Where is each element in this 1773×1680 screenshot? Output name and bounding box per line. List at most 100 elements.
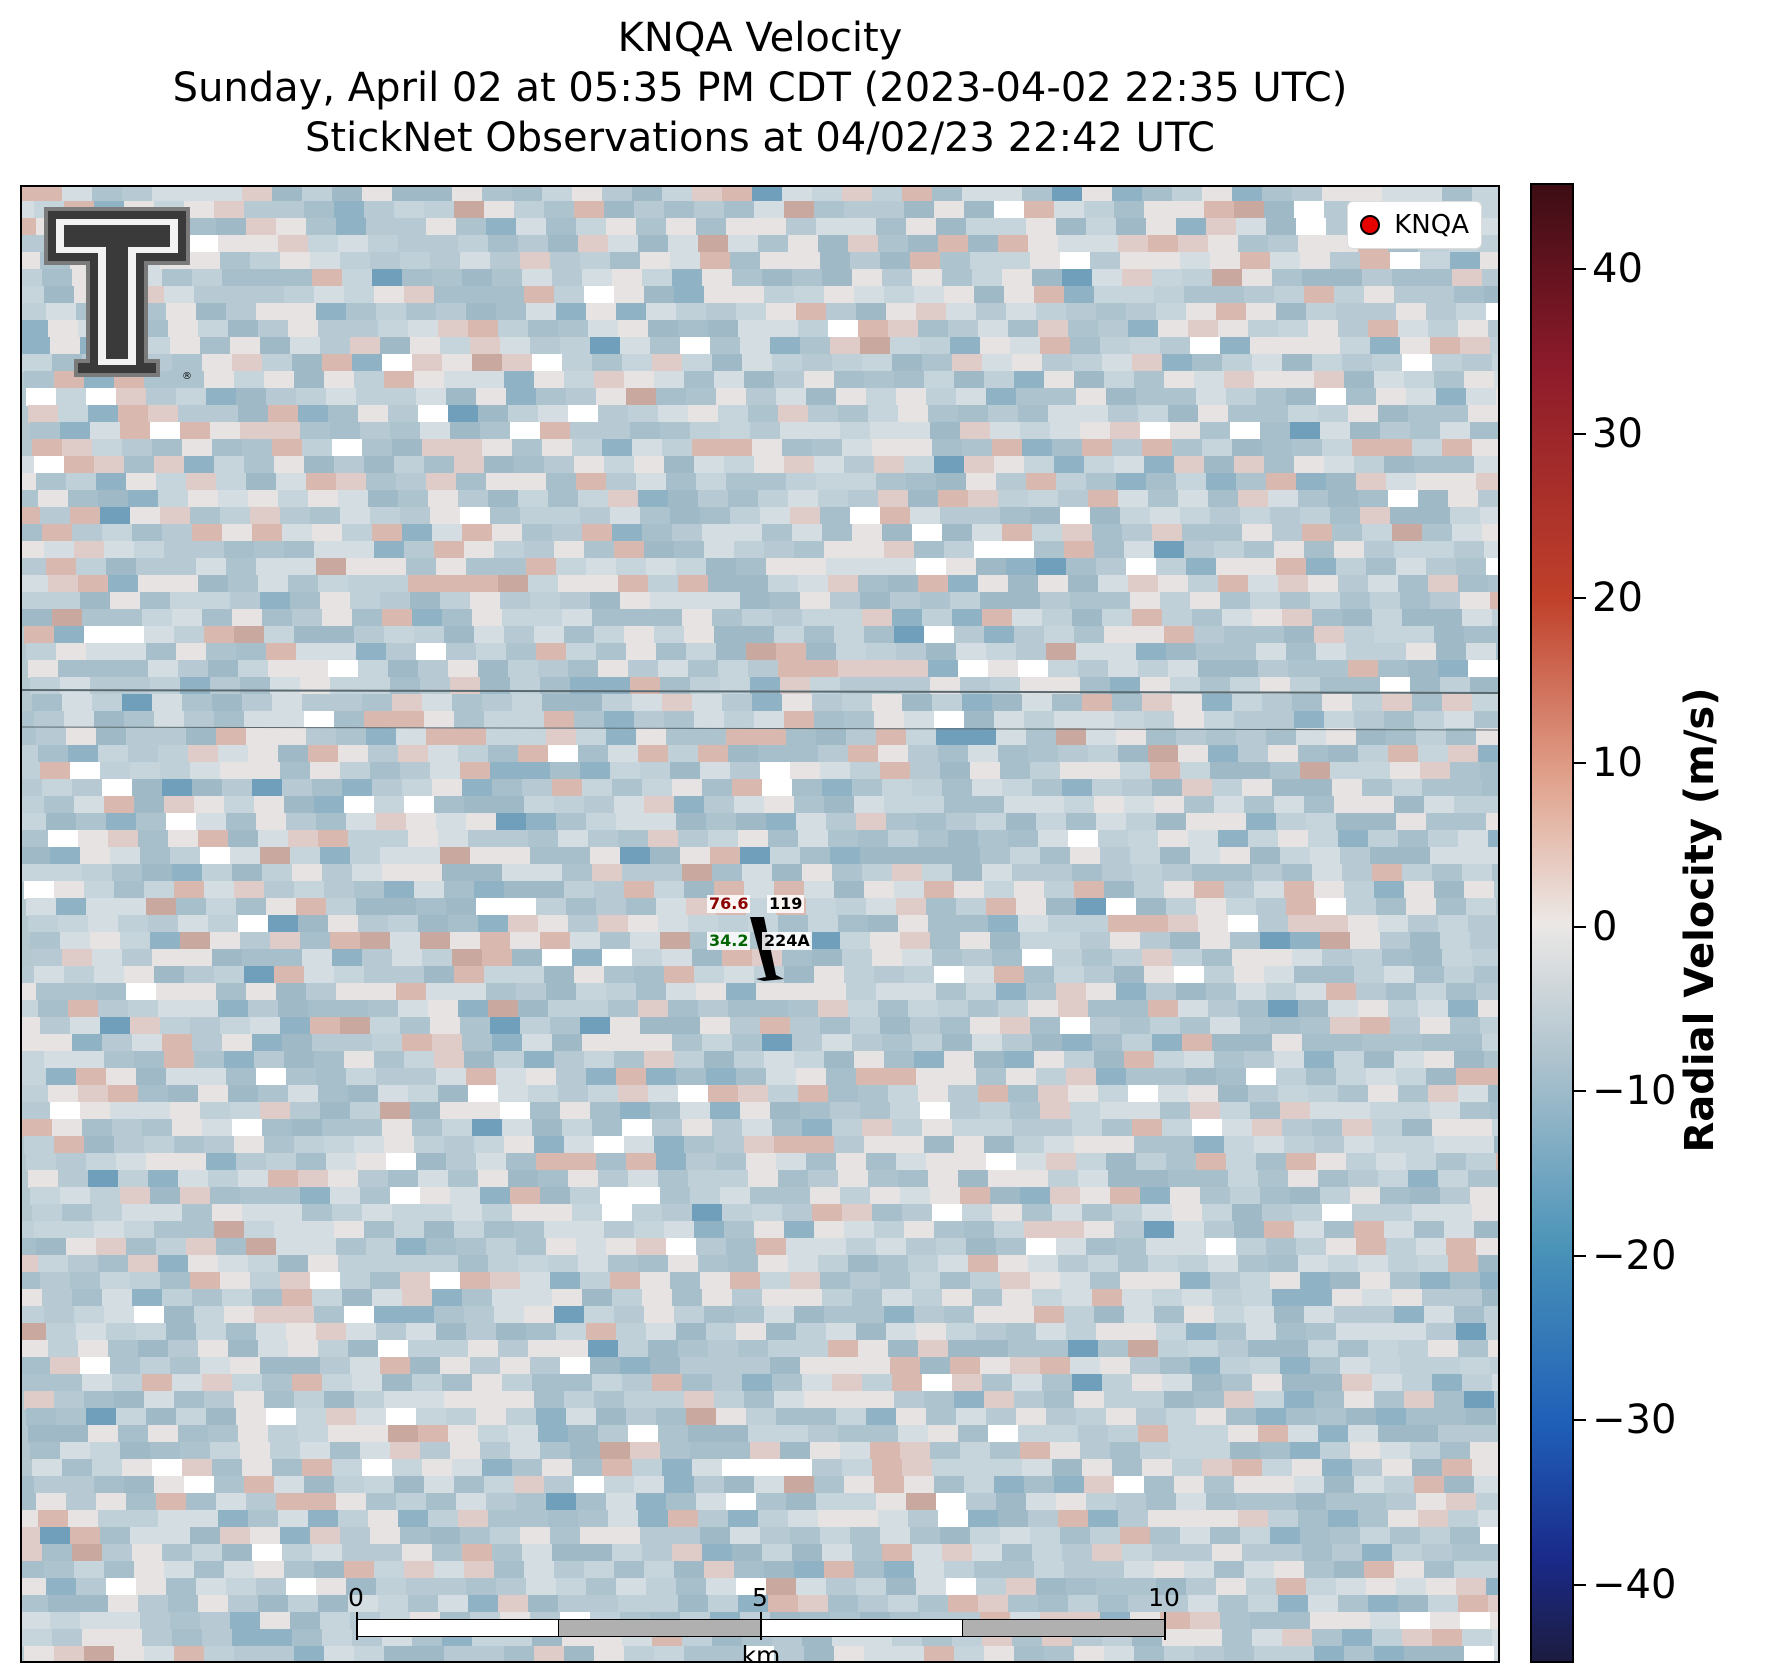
scale-tick [760,1612,762,1640]
velocity-gate [1258,660,1289,678]
velocity-gate [966,1238,997,1256]
velocity-gate [686,643,717,661]
velocity-gate [646,1578,677,1596]
velocity-gate [960,932,991,950]
velocity-gate [286,1578,317,1596]
velocity-gate [1114,1221,1145,1239]
velocity-gate [1388,1510,1419,1528]
velocity-gate [982,864,1013,882]
radar-velocity-map[interactable]: ® KNQA 76.6 119 34.2 224A 0 5 10 km [20,185,1500,1663]
velocity-gate [772,354,803,372]
velocity-gate [1344,1136,1375,1154]
velocity-gate [1288,405,1319,423]
velocity-gate [1146,1238,1177,1256]
velocity-gate [808,405,839,423]
velocity-gate [770,592,801,610]
velocity-gate [1492,1374,1498,1392]
velocity-gate [1286,643,1317,661]
velocity-gate [720,1442,751,1460]
velocity-gate [824,1051,855,1069]
velocity-gate [634,711,665,729]
velocity-gate [1186,813,1217,831]
velocity-gate [962,1204,993,1222]
velocity-gate [988,405,1019,423]
velocity-gate [894,371,925,389]
velocity-gate [1292,949,1323,967]
velocity-gate [958,1425,989,1443]
velocity-gate [1118,1000,1149,1018]
velocity-gate [446,1408,477,1426]
velocity-gate [432,779,463,797]
velocity-gate [798,1085,829,1103]
velocity-gate [1298,745,1329,763]
velocity-gate [1276,1323,1307,1341]
velocity-gate [448,1425,479,1443]
velocity-gate [1498,1170,1500,1188]
velocity-gate [174,626,205,644]
velocity-gate [1234,1476,1265,1494]
velocity-gate [672,1034,703,1052]
velocity-gate [480,1187,511,1205]
velocity-gate [1492,864,1498,882]
velocity-gate [228,1340,259,1358]
velocity-gate [100,507,131,525]
velocity-gate [1078,1170,1109,1188]
velocity-gate [234,1136,265,1154]
velocity-gate [132,1034,163,1052]
velocity-gate [504,371,535,389]
velocity-gate [1478,1510,1498,1528]
velocity-gate [286,558,317,576]
velocity-gate [1246,813,1277,831]
velocity-gate [514,1221,545,1239]
velocity-gate [930,1442,961,1460]
velocity-gate [1184,1051,1215,1069]
velocity-gate [1436,898,1467,916]
velocity-gate [658,1170,689,1188]
velocity-gate [784,456,815,474]
velocity-gate [194,286,225,304]
velocity-gate [300,1187,331,1205]
velocity-gate [442,609,473,627]
velocity-gate [864,371,895,389]
velocity-gate [664,201,695,219]
velocity-gate [1172,187,1203,202]
velocity-gate [1000,1272,1031,1290]
velocity-gate [452,439,483,457]
velocity-gate [424,1476,455,1494]
velocity-gate [804,626,835,644]
velocity-gate [1324,456,1355,474]
velocity-gate [1420,1017,1451,1035]
velocity-gate [262,354,293,372]
velocity-gate [340,1272,371,1290]
velocity-gate [956,898,987,916]
velocity-gate [208,1425,239,1443]
velocity-gate [1498,915,1500,933]
velocity-gate [1062,524,1093,542]
velocity-gate [282,1544,313,1562]
velocity-gate [580,507,611,525]
velocity-gate [1084,456,1115,474]
velocity-gate [284,541,315,559]
velocity-gate [418,405,449,423]
velocity-gate [1316,1153,1347,1171]
velocity-gate [166,1323,197,1341]
velocity-gate [904,1476,935,1494]
velocity-gate [1324,711,1355,729]
velocity-gate [516,728,547,746]
velocity-gate [1260,1442,1291,1460]
velocity-gate [220,1017,251,1035]
velocity-gate [974,1306,1005,1324]
velocity-gate [714,1391,745,1409]
velocity-gate [960,1187,991,1205]
velocity-gate [1354,456,1385,474]
velocity-gate [1364,1306,1395,1324]
velocity-gate [1282,864,1313,882]
velocity-gate [1260,1187,1291,1205]
velocity-gate [796,558,827,576]
velocity-gate [702,779,733,797]
velocity-gate [928,405,959,423]
velocity-gate [970,507,1001,525]
velocity-gate [716,1153,747,1171]
velocity-gate [968,745,999,763]
velocity-gate [566,643,597,661]
